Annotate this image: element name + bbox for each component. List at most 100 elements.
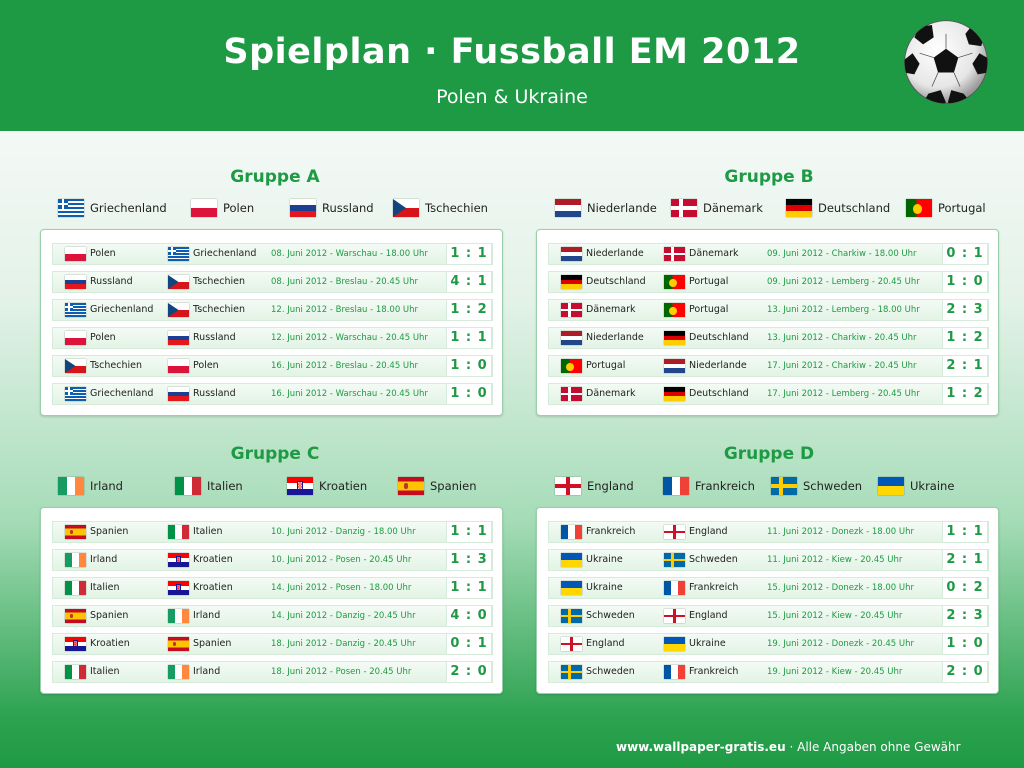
match-info: 14. Juni 2012 - Posen - 18.00 Uhr	[271, 583, 412, 593]
match-info: 18. Juni 2012 - Posen - 20.45 Uhr	[271, 667, 412, 677]
flag-it-icon	[65, 665, 86, 679]
match-score: 2 : 0	[942, 661, 988, 683]
home-team: Portugal	[586, 360, 626, 371]
footer-site[interactable]: www.wallpaper-gratis.eu	[616, 740, 786, 754]
away-team: Deutschland	[689, 332, 749, 343]
away-team: Tschechien	[193, 276, 246, 287]
footer-note: Alle Angaben ohne Gewähr	[797, 740, 961, 754]
home-team: Irland	[90, 554, 118, 565]
match-row: Schweden England 15. Juni 2012 - Kiew - 20…	[548, 605, 989, 627]
match-info: 18. Juni 2012 - Danzig - 20.45 Uhr	[271, 639, 416, 649]
group-team: England	[555, 477, 634, 495]
group-team: Spanien	[398, 477, 477, 495]
group-team: Russland	[290, 199, 374, 217]
home-team: Niederlande	[586, 332, 644, 343]
match-info: 16. Juni 2012 - Warschau - 20.45 Uhr	[271, 389, 428, 399]
away-team: Frankreich	[689, 582, 739, 593]
group-title: Gruppe A	[230, 167, 320, 187]
match-panel: Spanien Italien 10. Juni 2012 - Danzig - 1…	[40, 507, 503, 694]
match-row: Russland Tschechien 08. Juni 2012 - Bresla…	[52, 271, 493, 293]
match-row: Dänemark Deutschland 17. Juni 2012 - Lembe…	[548, 383, 989, 405]
team-name: Schweden	[803, 479, 863, 493]
flag-it-icon	[65, 581, 86, 595]
team-name: Frankreich	[695, 479, 755, 493]
match-row: Ukraine Frankreich 15. Juni 2012 - Donezk …	[548, 577, 989, 599]
match-score: 4 : 0	[446, 605, 492, 627]
flag-fr-icon	[664, 581, 685, 595]
flag-ru-icon	[290, 199, 316, 217]
match-row: England Ukraine 19. Juni 2012 - Donezk - 2…	[548, 633, 989, 655]
flag-nl-icon	[561, 247, 582, 261]
flag-nl-icon	[664, 359, 685, 373]
home-team: Italien	[90, 666, 120, 677]
home-team: Polen	[90, 332, 116, 343]
home-team: Italien	[90, 582, 120, 593]
away-team: Irland	[193, 610, 221, 621]
match-info: 12. Juni 2012 - Breslau - 18.00 Uhr	[271, 305, 419, 315]
away-team: Russland	[193, 388, 236, 399]
away-team: Italien	[193, 526, 223, 537]
group-team: Ukraine	[878, 477, 954, 495]
match-score: 0 : 2	[942, 577, 988, 599]
team-name: Kroatien	[319, 479, 368, 493]
match-score: 1 : 1	[446, 577, 492, 599]
match-score: 2 : 0	[446, 661, 492, 683]
match-score: 1 : 1	[942, 521, 988, 543]
match-info: 13. Juni 2012 - Lemberg - 18.00 Uhr	[767, 305, 920, 315]
home-team: England	[586, 638, 625, 649]
team-name: Portugal	[938, 201, 986, 215]
match-row: Polen Russland 12. Juni 2012 - Warschau - …	[52, 327, 493, 349]
match-row: Portugal Niederlande 17. Juni 2012 - Chark…	[548, 355, 989, 377]
match-score: 0 : 1	[942, 243, 988, 265]
home-team: Kroatien	[90, 638, 130, 649]
group-team: Portugal	[906, 199, 986, 217]
flag-dk-icon	[561, 303, 582, 317]
soccer-ball-icon	[904, 20, 988, 104]
home-team: Griechenland	[90, 388, 154, 399]
flag-de-icon	[561, 275, 582, 289]
flag-ua-icon	[878, 477, 904, 495]
flag-pt-icon	[664, 275, 685, 289]
away-team: Ukraine	[689, 638, 726, 649]
group-team: Schweden	[771, 477, 862, 495]
flag-it-icon	[168, 525, 189, 539]
flag-dk-icon	[561, 387, 582, 401]
flag-pt-icon	[561, 359, 582, 373]
group-title: Gruppe B	[724, 167, 814, 187]
team-name: Dänemark	[703, 201, 763, 215]
match-info: 19. Juni 2012 - Kiew - 20.45 Uhr	[767, 667, 903, 677]
flag-nl-icon	[555, 199, 581, 217]
match-row: Spanien Italien 10. Juni 2012 - Danzig - 1…	[52, 521, 493, 543]
away-team: Kroatien	[193, 554, 233, 565]
group-team: Tschechien	[393, 199, 488, 217]
away-team: Schweden	[689, 554, 738, 565]
flag-ru-icon	[168, 387, 189, 401]
flag-hr-icon	[168, 553, 189, 567]
team-name: Irland	[90, 479, 123, 493]
home-team: Dänemark	[586, 304, 636, 315]
flag-pt-icon	[906, 199, 932, 217]
flag-ie-icon	[168, 609, 189, 623]
page-title: Spielplan · Fussball EM 2012	[223, 32, 801, 72]
match-info: 11. Juni 2012 - Kiew - 20.45 Uhr	[767, 555, 903, 565]
flag-en-icon	[555, 477, 581, 495]
match-row: Kroatien Spanien 18. Juni 2012 - Danzig - …	[52, 633, 493, 655]
home-team: Griechenland	[90, 304, 154, 315]
team-name: Russland	[322, 201, 374, 215]
away-team: England	[689, 526, 728, 537]
match-row: Italien Kroatien 14. Juni 2012 - Posen - 1…	[52, 577, 493, 599]
flag-dk-icon	[671, 199, 697, 217]
match-info: 17. Juni 2012 - Lemberg - 20.45 Uhr	[767, 389, 920, 399]
match-score: 1 : 0	[446, 383, 492, 405]
group-title: Gruppe D	[723, 444, 815, 464]
match-info: 11. Juni 2012 - Donezk - 18.00 Uhr	[767, 527, 915, 537]
match-score: 1 : 0	[446, 355, 492, 377]
match-row: Ukraine Schweden 11. Juni 2012 - Kiew - 20…	[548, 549, 989, 571]
match-info: 14. Juni 2012 - Danzig - 20.45 Uhr	[271, 611, 416, 621]
flag-gr-icon	[65, 387, 86, 401]
footer-separator: ·	[789, 740, 794, 754]
group-team: Griechenland	[58, 199, 167, 217]
flag-cz-icon	[393, 199, 419, 217]
away-team: Polen	[193, 360, 219, 371]
flag-se-icon	[771, 477, 797, 495]
